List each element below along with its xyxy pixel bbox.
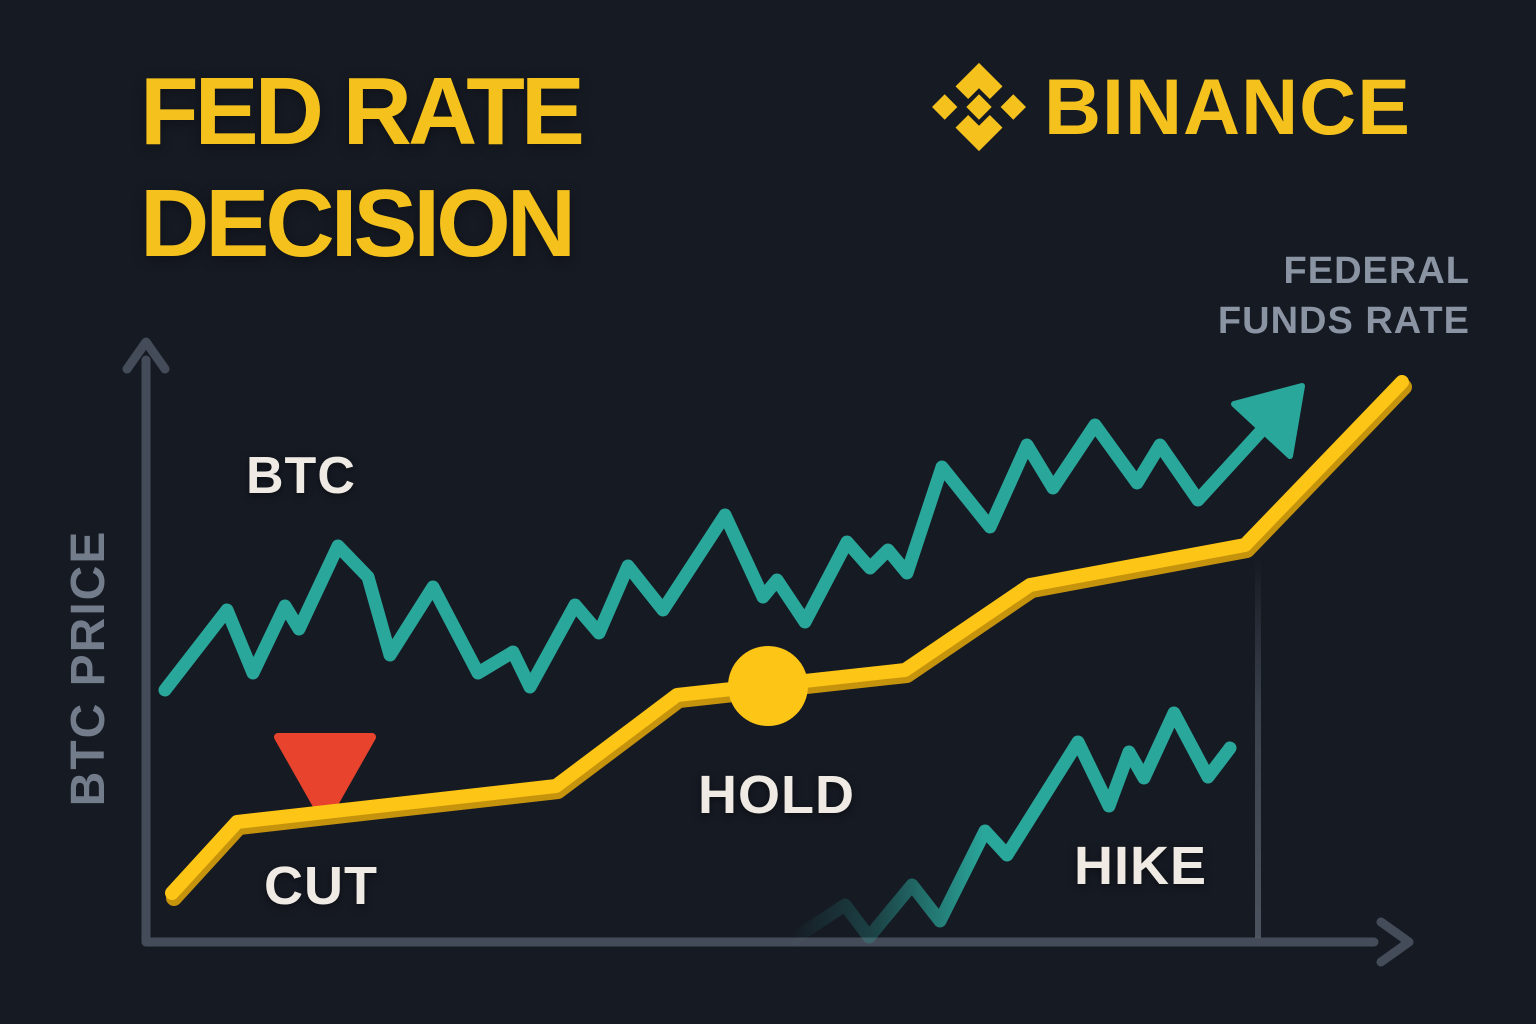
federal-funds-rate-line-2: FUNDS RATE: [1217, 300, 1470, 342]
federal-funds-rate-label: FEDERAL FUNDS RATE: [1218, 246, 1470, 346]
x-axis-arrow-icon: [1376, 917, 1414, 967]
btc-series-label: BTC: [246, 447, 356, 505]
brand-wordmark: BINANCE: [1044, 62, 1411, 151]
federal-funds-rate-line-1: FEDERAL: [1283, 250, 1470, 292]
hike-annotation-label: HIKE: [1074, 836, 1208, 896]
hold-annotation-label: HOLD: [698, 765, 855, 825]
marker-cut-triangle-icon: [274, 733, 376, 824]
page-title: FED RATE DECISION: [140, 56, 585, 280]
y-axis-label: BTC PRICE: [62, 529, 115, 807]
title-line-2: DECISION: [140, 170, 576, 277]
marker-hold-circle-icon: [728, 646, 808, 726]
title-line-1: FED RATE: [140, 58, 585, 165]
y-axis-arrow-icon: [122, 337, 170, 374]
series-btc-after-hike-line: [788, 706, 1237, 945]
brand: BINANCE: [932, 60, 1411, 154]
binance-logo-icon: [932, 62, 1026, 152]
series-btc-before-line: [158, 418, 1269, 697]
cut-annotation-label: CUT: [264, 856, 378, 916]
series-btc-before-arrowhead-icon: [1231, 383, 1305, 459]
